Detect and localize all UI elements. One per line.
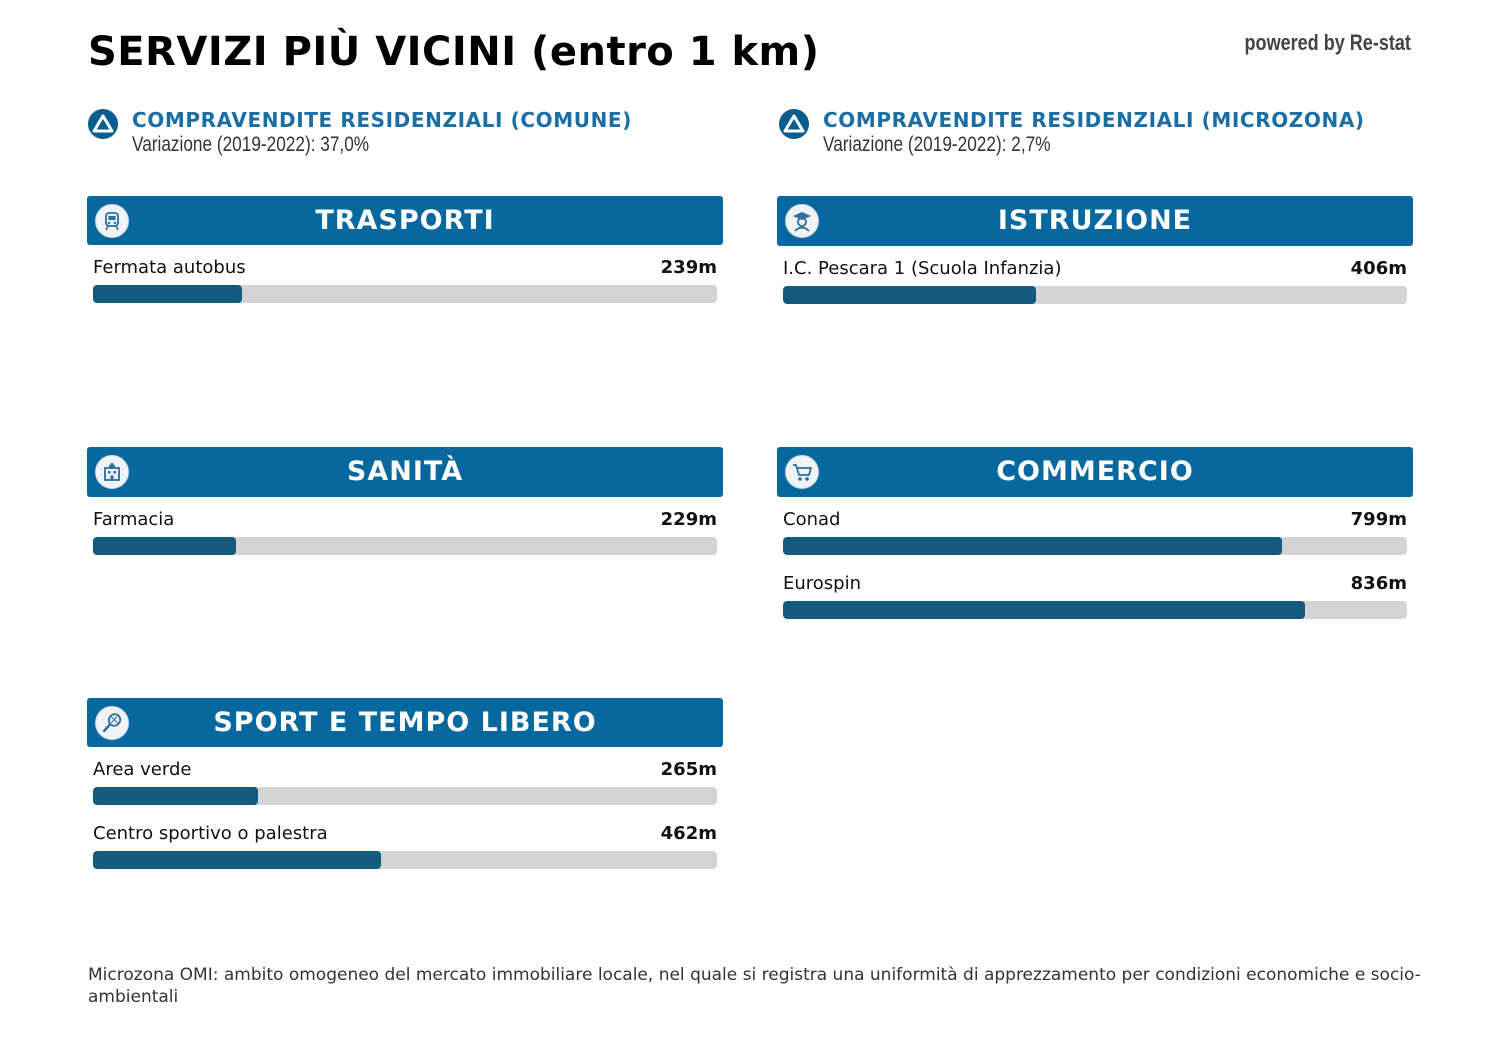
distance-bar-track: [93, 537, 717, 555]
service-distance: 799m: [1350, 509, 1407, 530]
service-row: Farmacia 229m: [93, 497, 717, 561]
distance-bar-fill: [783, 601, 1305, 619]
stat-variation: Variazione (2019-2022): 2,7%: [823, 133, 1051, 156]
service-distance: 406m: [1350, 258, 1407, 279]
distance-bar-fill: [783, 537, 1282, 555]
panel-header: SPORT E TEMPO LIBERO: [87, 698, 723, 747]
distance-bar-track: [783, 286, 1407, 304]
distance-bar-track: [93, 285, 717, 303]
panel-title: COMMERCIO: [996, 456, 1194, 487]
service-distance: 265m: [660, 759, 717, 780]
panel-title: ISTRUZIONE: [997, 205, 1193, 236]
powered-by-label: powered by Re-stat: [1244, 30, 1411, 55]
distance-bar-track: [783, 537, 1407, 555]
service-row: Conad 799m: [783, 497, 1407, 561]
service-name: Eurospin: [783, 573, 862, 594]
service-row: Fermata autobus 239m: [93, 245, 717, 309]
hospital-icon: [95, 455, 129, 489]
panel-sport: SPORT E TEMPO LIBERO Area verde 265m Cen…: [87, 698, 723, 875]
distance-bar-fill: [93, 285, 243, 303]
triangle-up-icon: [88, 109, 118, 139]
triangle-up-icon: [779, 109, 809, 139]
shopping-cart-icon: [785, 455, 819, 489]
panel-sanita: SANITÀ Farmacia 229m: [87, 447, 723, 561]
service-distance: 229m: [660, 509, 717, 530]
distance-bar-track: [93, 851, 717, 869]
service-distance: 836m: [1350, 573, 1407, 594]
distance-bar-fill: [93, 787, 259, 805]
panel-header: ISTRUZIONE: [777, 196, 1413, 246]
service-distance: 239m: [660, 257, 717, 278]
stat-variation: Variazione (2019-2022): 37,0%: [132, 133, 370, 156]
panel-header: COMMERCIO: [777, 447, 1413, 497]
service-name: Centro sportivo o palestra: [93, 823, 328, 844]
service-name: Farmacia: [93, 509, 175, 530]
panel-title: SANITÀ: [346, 456, 464, 487]
panel-trasporti: TRASPORTI Fermata autobus 239m: [87, 196, 723, 309]
footnote: Microzona OMI: ambito omogeneo del merca…: [88, 965, 1421, 1007]
distance-bar-fill: [93, 537, 236, 555]
service-distance: 462m: [660, 823, 717, 844]
train-icon: [95, 204, 129, 238]
panel-istruzione: ISTRUZIONE I.C. Pescara 1 (Scuola Infanz…: [777, 196, 1413, 310]
page-title: SERVIZI PIÙ VICINI (entro 1 km): [88, 29, 820, 75]
panel-header: TRASPORTI: [87, 196, 723, 245]
panel-commercio: COMMERCIO Conad 799m Eurospin 836m: [777, 447, 1413, 625]
panel-header: SANITÀ: [87, 447, 723, 497]
stat-title: COMPRAVENDITE RESIDENZIALI (MICROZONA): [823, 108, 1365, 132]
panel-title: TRASPORTI: [315, 205, 495, 236]
service-name: Fermata autobus: [93, 257, 246, 278]
panel-title: SPORT E TEMPO LIBERO: [213, 707, 597, 738]
distance-bar-fill: [93, 851, 382, 869]
distance-bar-track: [783, 601, 1407, 619]
service-name: Conad: [783, 509, 841, 530]
distance-bar-fill: [783, 286, 1037, 304]
stat-title: COMPRAVENDITE RESIDENZIALI (COMUNE): [132, 108, 632, 132]
service-row: I.C. Pescara 1 (Scuola Infanzia) 406m: [783, 246, 1407, 310]
student-icon: [785, 204, 819, 238]
service-row: Centro sportivo o palestra 462m: [93, 811, 717, 875]
tennis-racket-icon: [95, 706, 129, 740]
distance-bar-track: [93, 787, 717, 805]
service-row: Eurospin 836m: [783, 561, 1407, 625]
service-name: Area verde: [93, 759, 192, 780]
service-name: I.C. Pescara 1 (Scuola Infanzia): [783, 258, 1062, 279]
service-row: Area verde 265m: [93, 747, 717, 811]
